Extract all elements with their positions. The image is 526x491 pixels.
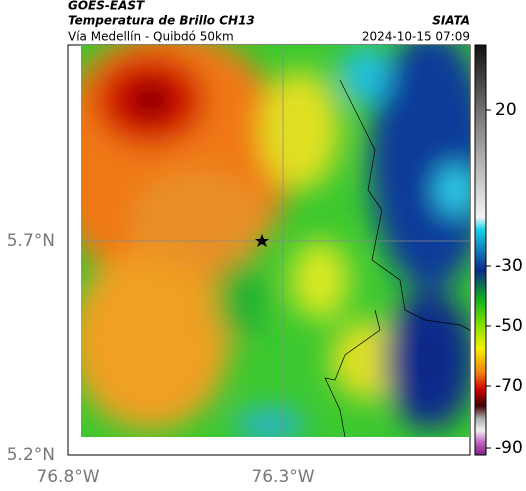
colorbar xyxy=(474,44,487,456)
lon-label: 76.3°W xyxy=(251,467,314,487)
colorbar-tick-label: -90 xyxy=(495,438,523,458)
lat-label: 5.7°N xyxy=(7,231,55,251)
lon-label: 76.8°W xyxy=(36,467,99,487)
map-image xyxy=(81,45,470,437)
colorbar-tick-label: -30 xyxy=(495,256,523,276)
colorbar-tick-label: 20 xyxy=(495,100,517,120)
org: SIATA xyxy=(432,14,470,28)
colorbar-tick-label: -50 xyxy=(495,316,523,336)
colorbar-tick-label: -70 xyxy=(495,376,523,396)
title: Temperatura de Brillo CH13 xyxy=(68,14,255,28)
lat-label: 5.2°N xyxy=(7,445,55,465)
datetime: 2024-10-15 07:09 xyxy=(362,30,470,44)
subtitle: Vía Medellín - Quibdó 50km xyxy=(68,30,234,44)
source: GOES-EAST xyxy=(68,0,145,13)
